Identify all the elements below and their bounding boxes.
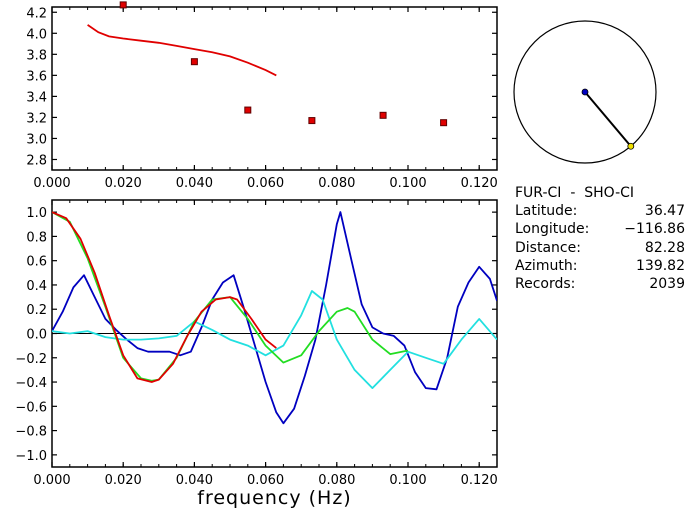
station-pair-title: FUR-CI - SHO-CI bbox=[515, 185, 635, 201]
longitude-label: Longitude: bbox=[515, 221, 590, 238]
data-point bbox=[308, 117, 316, 125]
data-point bbox=[244, 106, 252, 114]
y-tick-label: 0.8 bbox=[26, 230, 47, 245]
data-point bbox=[379, 111, 387, 119]
x-tick-label: 0.000 bbox=[33, 176, 70, 191]
dial-circle bbox=[513, 20, 657, 164]
series-line-0 bbox=[52, 211, 497, 425]
x-tick-label: 0.100 bbox=[389, 176, 426, 191]
info-row-azimuth: Azimuth: 139.82 bbox=[515, 257, 685, 275]
info-row-distance: Distance: 82.28 bbox=[515, 239, 685, 257]
x-tick-label: 0.020 bbox=[105, 176, 142, 191]
info-row-longitude: Longitude: −116.86 bbox=[515, 220, 685, 238]
records-value: 2039 bbox=[649, 276, 685, 293]
x-tick-label: 0.020 bbox=[105, 473, 142, 488]
data-point bbox=[190, 58, 198, 66]
azimuth-label: Azimuth: bbox=[515, 257, 578, 274]
azimuth-dial bbox=[513, 20, 657, 164]
y-tick-label: −0.8 bbox=[15, 425, 47, 440]
y-tick-label: −0.2 bbox=[15, 352, 47, 367]
azimuth-value: 139.82 bbox=[636, 257, 685, 274]
target-station-marker bbox=[627, 142, 635, 150]
dispersion-curve bbox=[87, 24, 277, 77]
station-info-panel: FUR-CI - SHO-CI Latitude: 36.47 Longitud… bbox=[515, 184, 685, 293]
longitude-value: −116.86 bbox=[624, 221, 685, 238]
x-tick-label: 0.060 bbox=[247, 176, 284, 191]
y-tick-label: 4.0 bbox=[26, 27, 47, 42]
x-tick-label: 0.080 bbox=[318, 473, 355, 488]
x-tick-label: 0.060 bbox=[247, 473, 284, 488]
y-tick-label: 3.6 bbox=[26, 69, 47, 84]
x-tick-label: 0.040 bbox=[176, 473, 213, 488]
azimuth-needle bbox=[584, 91, 632, 147]
y-tick-label: 3.8 bbox=[26, 48, 47, 63]
x-tick-label: 0.000 bbox=[33, 473, 70, 488]
series-line-1 bbox=[52, 290, 497, 390]
info-row-latitude: Latitude: 36.47 bbox=[515, 202, 685, 220]
latitude-value: 36.47 bbox=[644, 203, 685, 220]
distance-value: 82.28 bbox=[644, 239, 685, 256]
latitude-label: Latitude: bbox=[515, 203, 578, 220]
plot-frame bbox=[51, 6, 498, 171]
origin-station-marker bbox=[581, 88, 589, 96]
info-row-records: Records: 2039 bbox=[515, 275, 685, 293]
y-tick-label: −1.0 bbox=[15, 449, 47, 464]
x-tick-label: 0.120 bbox=[461, 176, 498, 191]
y-tick-label: 2.8 bbox=[26, 153, 47, 168]
x-axis-label: frequency (Hz) bbox=[197, 487, 351, 509]
y-tick-label: 0.6 bbox=[26, 255, 47, 270]
y-tick-label: −0.6 bbox=[15, 400, 47, 415]
x-tick-label: 0.120 bbox=[461, 473, 498, 488]
bottom-panel: 0.000 0.020 0.040 0.060 0.080 0.100 0.120 1.0 0.… bbox=[15, 199, 498, 509]
y-tick-label: 1.0 bbox=[26, 206, 47, 221]
y-tick-label: 3.2 bbox=[26, 111, 47, 126]
y-tick-label: −0.4 bbox=[15, 376, 47, 391]
x-tick-label: 0.100 bbox=[389, 473, 426, 488]
distance-label: Distance: bbox=[515, 239, 581, 256]
records-label: Records: bbox=[515, 276, 576, 293]
y-tick-label: 0.2 bbox=[26, 303, 47, 318]
y-tick-label: 0.0 bbox=[26, 328, 47, 343]
series-line-3 bbox=[52, 211, 277, 383]
y-tick-label: 4.2 bbox=[26, 6, 47, 21]
x-tick-label: 0.080 bbox=[318, 176, 355, 191]
y-tick-label: 0.4 bbox=[26, 279, 47, 294]
y-tick-label: 3.4 bbox=[26, 90, 47, 105]
data-point bbox=[440, 119, 448, 127]
y-tick-label: 3.0 bbox=[26, 132, 47, 147]
x-tick-label: 0.040 bbox=[176, 176, 213, 191]
data-point bbox=[119, 1, 127, 9]
top-panel: 0.000 0.020 0.040 0.060 0.080 0.100 0.120 2.8 3.… bbox=[26, 1, 498, 191]
